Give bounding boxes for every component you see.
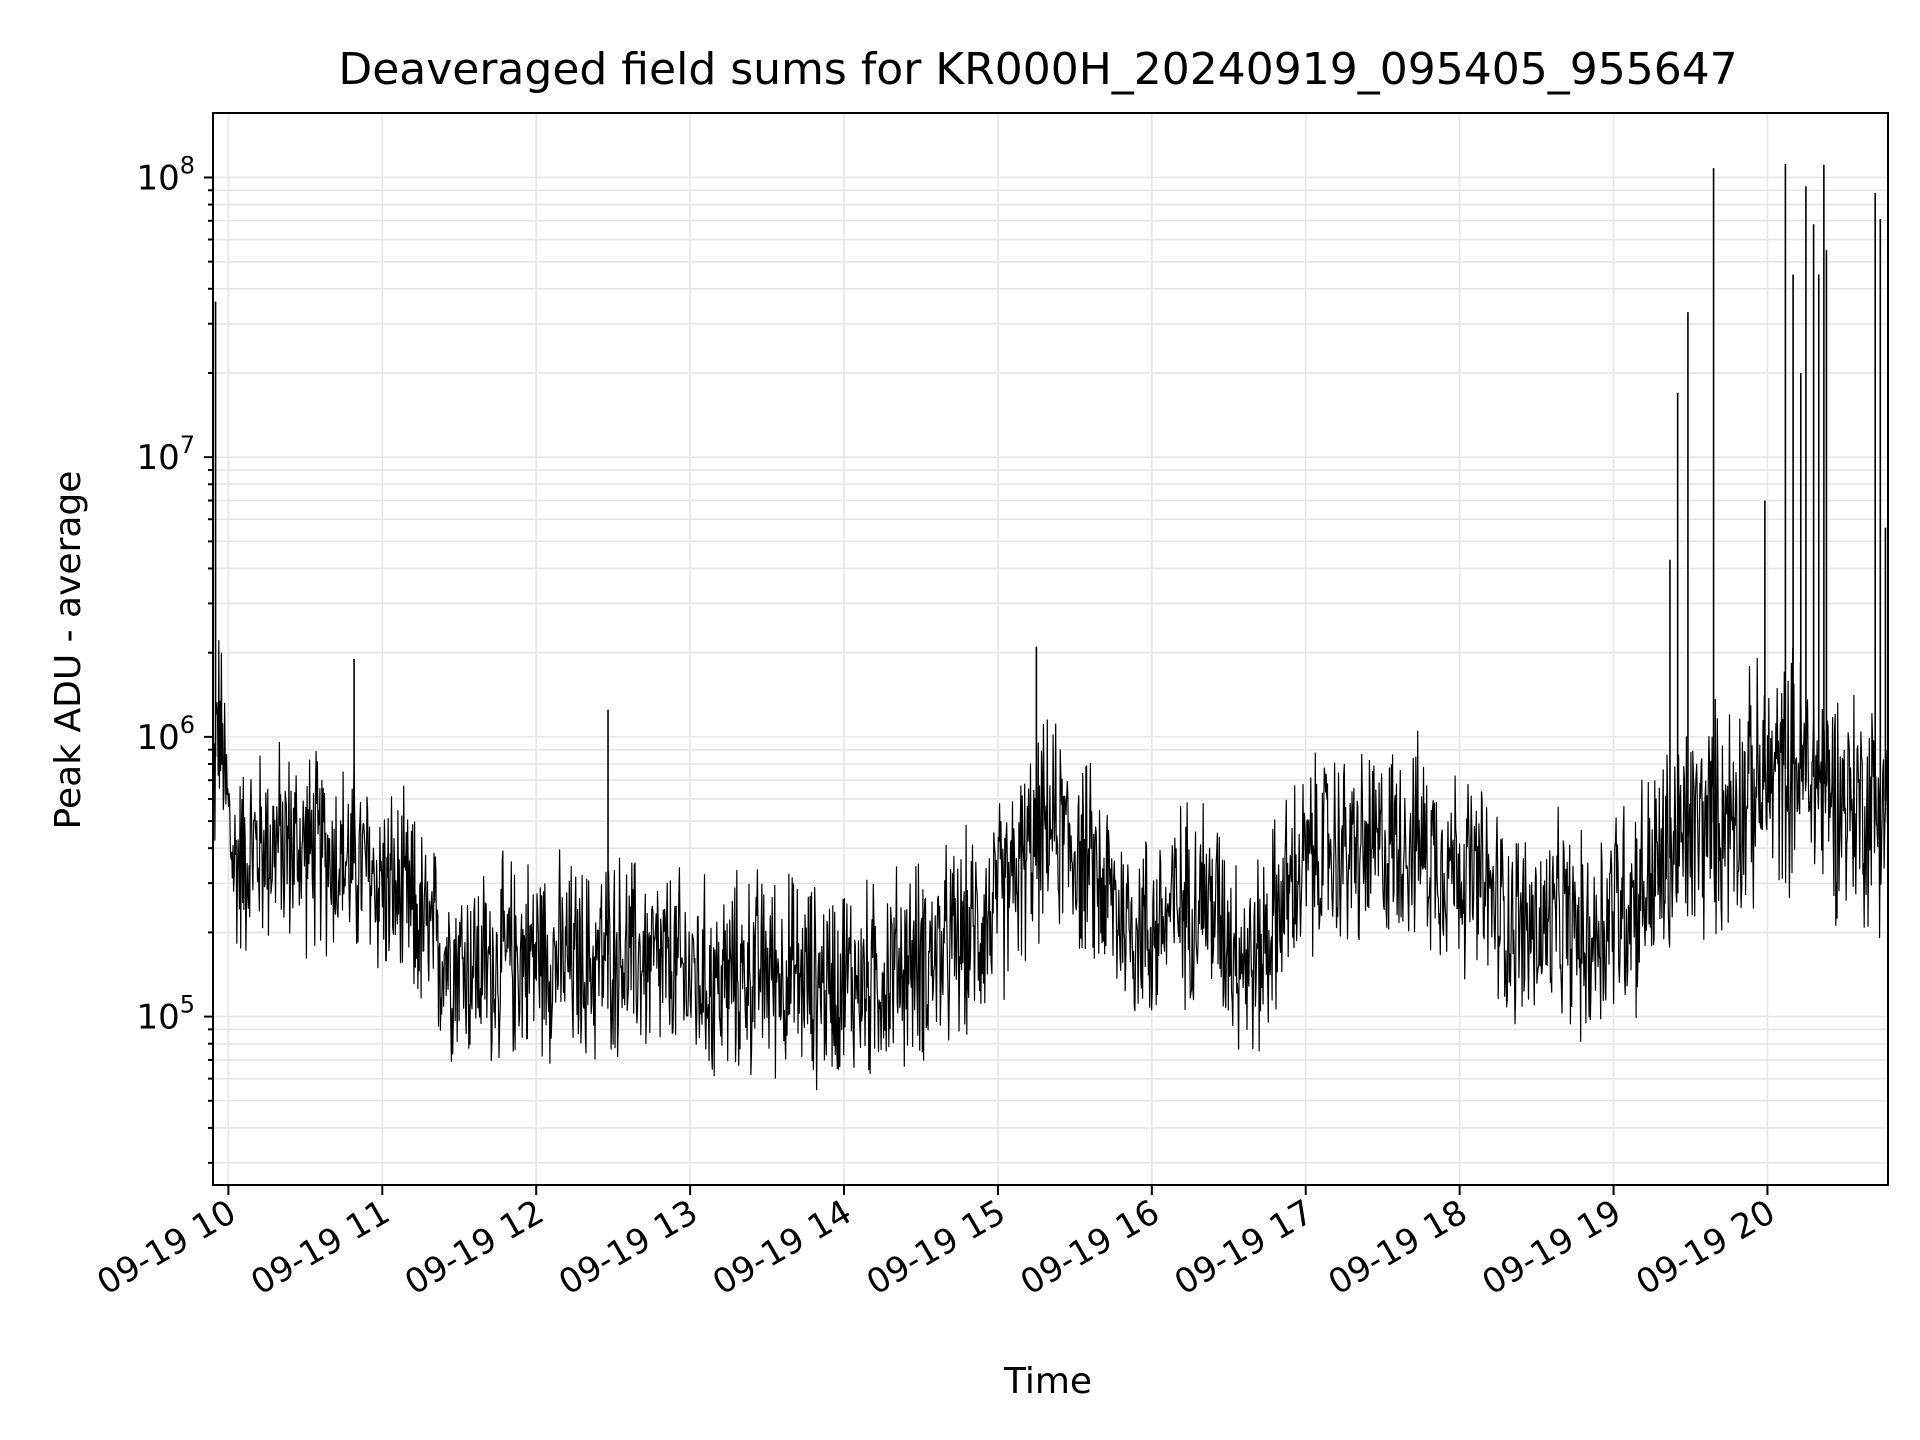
y-tick-exponent: 5 <box>180 991 195 1019</box>
y-axis-label: Peak ADU - average <box>48 471 89 830</box>
plot-frame <box>212 112 1889 1186</box>
y-tick-base: 10 <box>136 158 179 198</box>
y-tick-label: 106 <box>136 711 195 758</box>
series-line <box>212 640 1889 1091</box>
plot-series <box>212 163 1889 1091</box>
y-tick-base: 10 <box>136 998 179 1038</box>
y-tick-base: 10 <box>136 718 179 758</box>
y-tick-exponent: 7 <box>180 431 195 459</box>
chart-title: Deaveraged field sums for KR000H_2024091… <box>338 44 1737 95</box>
x-axis-label: Time <box>1003 1361 1092 1402</box>
y-tick-label: 108 <box>136 151 195 198</box>
y-tick-exponent: 6 <box>180 711 195 739</box>
y-tick-base: 10 <box>136 438 179 478</box>
y-tick-label: 105 <box>136 991 195 1038</box>
y-tick-label: 107 <box>136 431 195 478</box>
y-tick-exponent: 8 <box>180 151 195 179</box>
